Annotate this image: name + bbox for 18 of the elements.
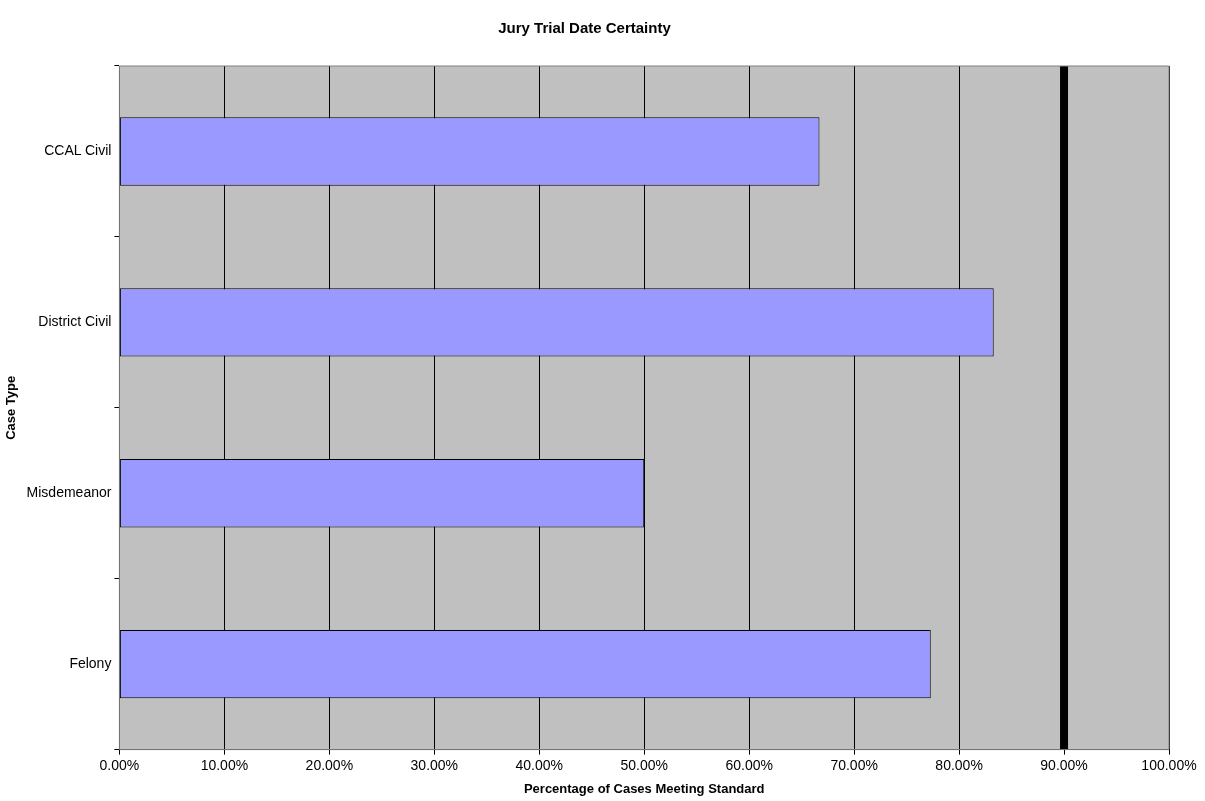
x-tick-label: 100.00% bbox=[1141, 756, 1197, 773]
x-tick-label: 70.00% bbox=[830, 756, 878, 773]
y-tick-label: Misdemeanor bbox=[26, 484, 112, 501]
x-tick-label: 90.00% bbox=[1040, 756, 1088, 773]
y-tick-label: District Civil bbox=[38, 313, 112, 330]
x-tick-label: 0.00% bbox=[99, 756, 140, 773]
y-axis-title: Case Type bbox=[3, 375, 19, 440]
x-tick-label: 50.00% bbox=[620, 756, 668, 773]
x-tick-label: 20.00% bbox=[305, 756, 354, 773]
y-tick-label: Felony bbox=[69, 655, 112, 672]
x-tick-label: 30.00% bbox=[410, 756, 459, 773]
x-tick-label: 40.00% bbox=[515, 756, 563, 773]
x-tick-label: 10.00% bbox=[200, 756, 249, 773]
x-tick-label: 60.00% bbox=[725, 756, 773, 773]
y-tick-label: CCAL Civil bbox=[44, 142, 112, 159]
x-axis-title: Percentage of Cases Meeting Standard bbox=[523, 780, 765, 796]
x-tick-label: 80.00% bbox=[935, 756, 983, 773]
chart-title: Jury Trial Date Certainty bbox=[498, 19, 672, 37]
